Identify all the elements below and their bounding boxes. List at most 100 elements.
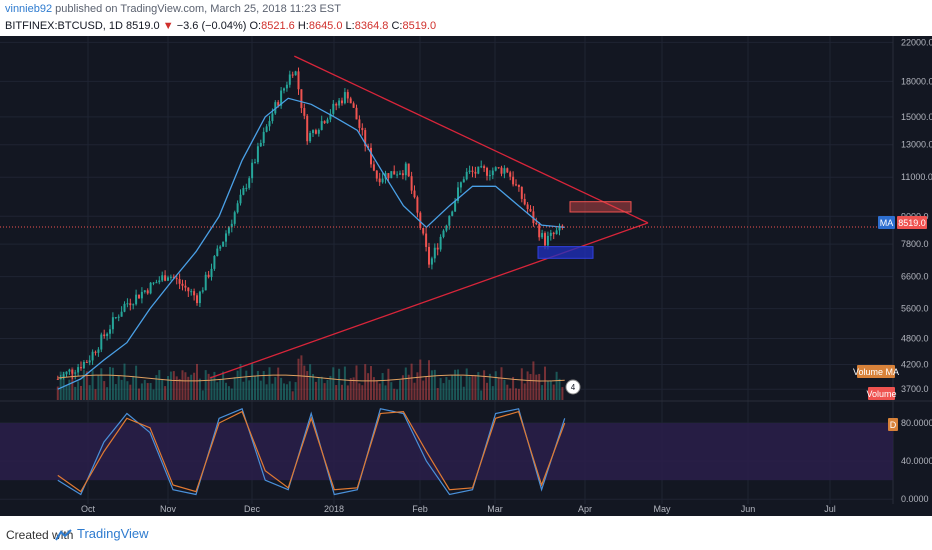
- volume-bar: [242, 381, 245, 400]
- candle-body: [213, 256, 216, 269]
- tradingview-brand[interactable]: TradingView: [55, 526, 149, 541]
- volume-bar: [103, 381, 106, 400]
- volume-bar: [399, 380, 402, 400]
- time-axis-label: May: [653, 504, 671, 514]
- volume-bar: [71, 367, 74, 400]
- candle-body: [111, 317, 114, 330]
- candle-body: [114, 317, 117, 319]
- candle-body: [457, 187, 460, 201]
- volume-bar: [196, 363, 199, 400]
- time-axis-label: Dec: [244, 504, 261, 514]
- candle-body: [193, 291, 196, 296]
- candle-body: [135, 294, 138, 305]
- candle-body: [175, 278, 178, 280]
- volume-bar: [474, 375, 477, 400]
- volume-bar: [462, 386, 465, 400]
- candle-body: [430, 258, 433, 265]
- candle-body: [285, 84, 288, 89]
- candle-body: [184, 285, 187, 288]
- volume-bar: [274, 377, 277, 400]
- candle-body: [280, 90, 283, 106]
- time-axis-label: Mar: [487, 504, 503, 514]
- volume-bar: [332, 367, 335, 400]
- volume-badge-bg: [868, 387, 895, 400]
- candle-body: [445, 225, 448, 231]
- volume-bar: [210, 376, 213, 400]
- symbol-line: BITFINEX:BTCUSD, 1D 8519.0 ▼ −3.6 (−0.04…: [5, 20, 436, 32]
- volume-bar: [230, 388, 233, 400]
- candle-body: [74, 372, 77, 374]
- price-axis-label: 18000.0: [901, 76, 932, 86]
- candle-body: [187, 287, 190, 292]
- volume-bar: [535, 374, 538, 400]
- volume-bar: [471, 375, 474, 400]
- upper-trendline: [294, 55, 649, 224]
- candle-body: [407, 163, 410, 177]
- volume-bar: [187, 376, 190, 400]
- candle-body: [401, 173, 404, 176]
- ma-badge: MA: [880, 218, 894, 228]
- volume-bar: [378, 383, 381, 400]
- volume-bar: [109, 366, 112, 400]
- candle-body: [390, 171, 393, 179]
- candle-body: [428, 246, 431, 265]
- candle-body: [103, 334, 106, 337]
- candle-body: [471, 170, 474, 172]
- volume-bar: [294, 382, 297, 400]
- candle-body: [317, 129, 320, 134]
- candle-body: [349, 98, 352, 104]
- candle-body: [230, 223, 233, 228]
- candle-body: [172, 276, 175, 279]
- candle-body: [178, 279, 181, 284]
- author-link[interactable]: vinnieb92: [5, 3, 53, 15]
- volume-bar: [433, 369, 436, 400]
- volume-bar: [396, 389, 399, 400]
- candle-body: [262, 131, 265, 143]
- candle-body: [387, 173, 390, 179]
- stoch-axis-label: 40.0000: [901, 456, 932, 466]
- candle-body: [71, 369, 74, 374]
- candle-body: [129, 303, 132, 306]
- volume-bar: [393, 388, 396, 400]
- candle-body: [442, 230, 445, 237]
- price-axis-label: 7800.0: [901, 239, 929, 249]
- volume-bar: [227, 386, 230, 400]
- volume-bar: [410, 363, 413, 400]
- volume-bar: [349, 378, 352, 400]
- candle-body: [259, 142, 262, 147]
- candle-body: [149, 282, 152, 294]
- volume-bar: [494, 371, 497, 400]
- candle-body: [396, 174, 399, 176]
- volume-bar: [361, 385, 364, 400]
- volume-bar: [375, 380, 378, 400]
- candle-body: [158, 280, 161, 283]
- candle-body: [393, 171, 396, 175]
- volume-bar: [291, 391, 294, 400]
- volume-bar: [329, 375, 332, 400]
- volume-bar: [512, 376, 515, 400]
- volume-bar: [500, 367, 503, 400]
- volume-bar: [561, 387, 564, 400]
- candle-body: [291, 74, 294, 76]
- volume-bar: [59, 371, 62, 400]
- candle-body: [300, 89, 303, 109]
- price-change: −3.6 (−0.04%): [176, 20, 247, 32]
- candle-body: [242, 188, 245, 195]
- candle-body: [210, 268, 213, 278]
- candle-body: [520, 186, 523, 199]
- volume-bar: [265, 384, 268, 400]
- candle-body: [204, 274, 207, 291]
- volume-bar: [152, 389, 155, 400]
- volume-bar: [216, 382, 219, 400]
- candle-body: [404, 163, 407, 176]
- high-label: H:: [297, 20, 309, 32]
- volume-badge: Volume: [866, 389, 896, 399]
- candle-body: [68, 369, 71, 372]
- price-chart[interactable]: 22000.018000.015000.013000.011000.09000.…: [0, 36, 932, 516]
- candle-body: [532, 211, 535, 224]
- candle-body: [541, 233, 544, 238]
- volume-bar: [146, 383, 149, 400]
- candle-body: [91, 351, 94, 361]
- volume-bar: [198, 378, 201, 400]
- candle-body: [451, 211, 454, 216]
